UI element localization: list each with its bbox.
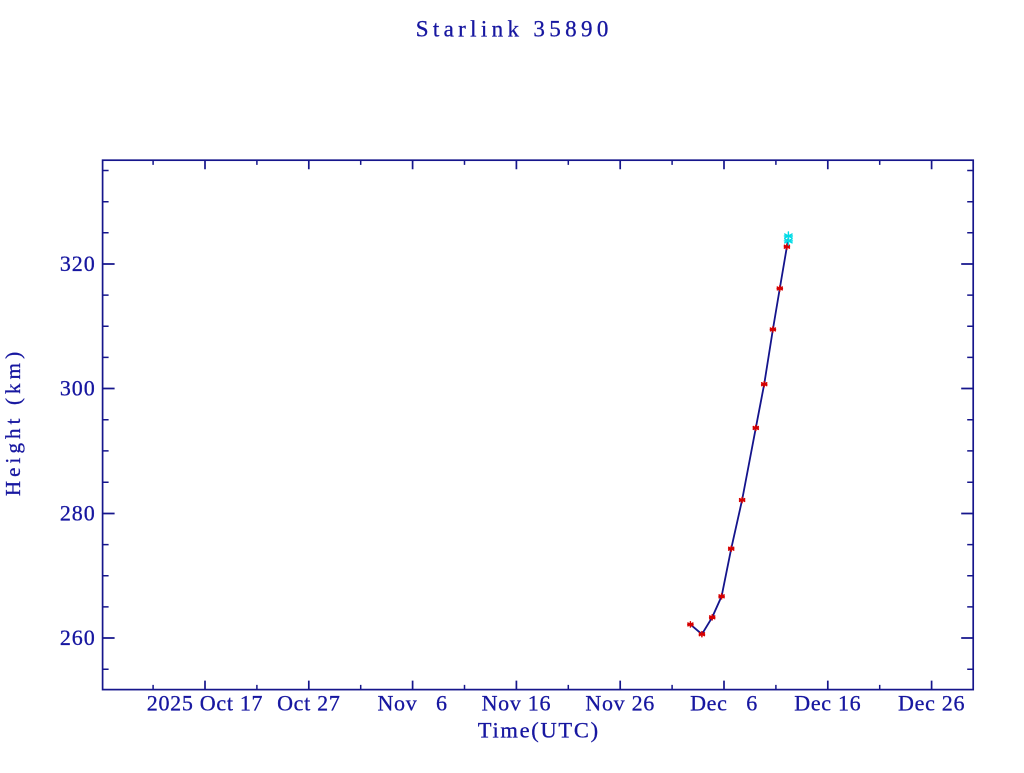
svg-text:Oct 27: Oct 27 [277,691,340,716]
svg-text:2025 Oct 17: 2025 Oct 17 [147,691,263,716]
svg-text:Nov 16: Nov 16 [482,691,552,716]
svg-text:280: 280 [60,501,96,526]
svg-text:Dec 16: Dec 16 [794,691,861,716]
svg-text:Time(UTC): Time(UTC) [478,718,600,743]
svg-text:Nov 26: Nov 26 [585,691,655,716]
svg-text:Dec 6: Dec 6 [690,691,758,716]
svg-text:260: 260 [60,625,96,650]
svg-text:Dec 26: Dec 26 [898,691,965,716]
svg-text:320: 320 [60,251,96,276]
svg-text:300: 300 [60,376,96,401]
svg-text:Height (km): Height (km) [1,348,25,496]
svg-text:Nov 6: Nov 6 [377,691,447,716]
svg-text:Starlink 35890: Starlink 35890 [416,17,613,42]
